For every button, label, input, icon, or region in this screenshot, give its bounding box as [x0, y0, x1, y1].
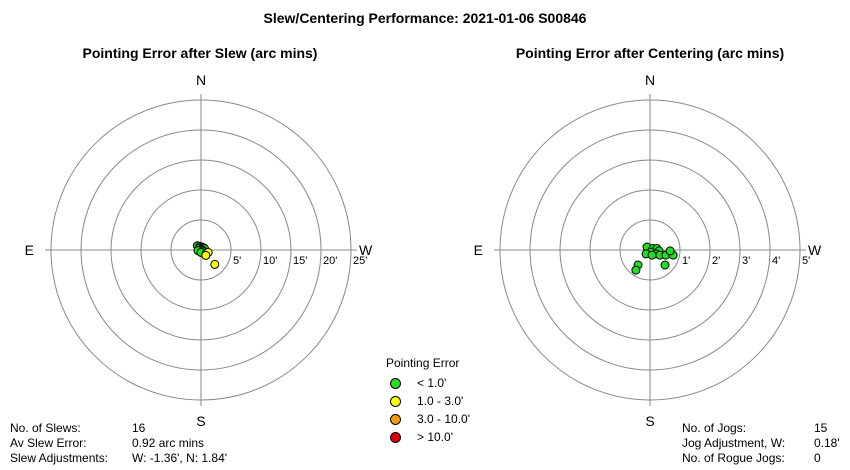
ring-label: 15' — [293, 255, 307, 267]
south-label: S — [645, 413, 654, 429]
jog-stat-count: No. of Jogs: 15 — [682, 421, 828, 435]
ring-label: 2' — [712, 255, 720, 267]
data-point — [660, 260, 670, 270]
data-point — [631, 265, 641, 275]
south-label: S — [196, 413, 205, 429]
legend-swatch — [390, 413, 401, 425]
ring-label: 5' — [233, 255, 241, 267]
jog-stat-adjustment: Jog Adjustment, W: 0.18' — [682, 436, 840, 450]
jog-stats: No. of Jogs: 15 Jog Adjustment, W: 0.18' N… — [682, 421, 840, 466]
data-point — [201, 250, 211, 260]
legend-label: 1.0 - 3.0' — [417, 394, 464, 408]
legend-item: > 10.0' — [390, 428, 470, 446]
jog-stat-rogue: No. of Rogue Jogs: 0 — [682, 451, 821, 465]
north-label: N — [645, 72, 655, 88]
legend-label: < 1.0' — [417, 376, 447, 390]
legend-swatch — [390, 377, 401, 389]
data-point — [665, 246, 675, 256]
legend-swatch — [390, 431, 401, 443]
legend-title: Pointing Error — [386, 356, 460, 370]
legend-swatch — [390, 395, 401, 407]
east-label: E — [474, 242, 483, 258]
legend-label: > 10.0' — [417, 430, 453, 444]
slew-stat-error: Av Slew Error: 0.92 arc mins — [10, 436, 205, 450]
ring-label: 20' — [323, 255, 337, 267]
ring-label: 10' — [263, 255, 277, 267]
centering-polar-plot: N S E W 1' 2' 3' 4' 5' — [474, 72, 822, 429]
data-point — [647, 250, 657, 260]
west-label: W — [359, 242, 373, 258]
ring-label: 1' — [682, 255, 690, 267]
ring-label: 25' — [353, 255, 367, 267]
slew-polar-plot: N S E W 5' 10' 15' 20' 25' — [25, 72, 373, 429]
ring-label: 5' — [802, 255, 810, 267]
legend-item: 1.0 - 3.0' — [390, 392, 470, 410]
legend-label: 3.0 - 10.0' — [417, 412, 470, 426]
west-label: W — [808, 242, 822, 258]
legend-item: 3.0 - 10.0' — [390, 410, 470, 428]
centering-plot-title: Pointing Error after Centering (arc mins… — [515, 45, 785, 61]
slew-stat-adjustments: Slew Adjustments: W: -1.36', N: 1.84' — [10, 451, 228, 465]
page-title: Slew/Centering Performance: 2021-01-06 S… — [263, 10, 587, 26]
slew-stat-count: No. of Slews: 16 — [10, 421, 146, 435]
data-point — [210, 259, 220, 269]
legend-item: < 1.0' — [390, 374, 470, 392]
slew-plot-title: Pointing Error after Slew (arc mins) — [82, 45, 318, 61]
east-label: E — [25, 242, 34, 258]
legend: Pointing Error < 1.0' 1.0 - 3.0' 3.0 - 10.… — [386, 356, 470, 446]
ring-label: 3' — [742, 255, 750, 267]
ring-label: 4' — [772, 255, 780, 267]
north-label: N — [196, 72, 206, 88]
slew-stats: No. of Slews: 16 Av Slew Error: 0.92 arc m… — [10, 421, 227, 466]
